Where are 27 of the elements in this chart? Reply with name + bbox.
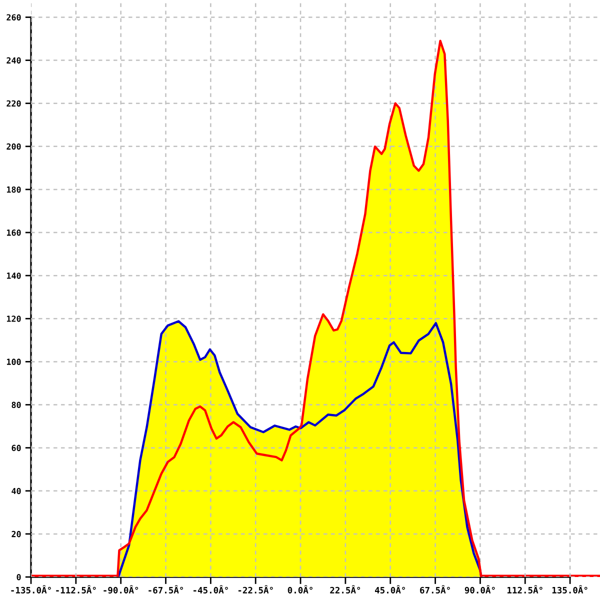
x-tick-label: 67.5Â° [420,585,450,594]
y-tick-label: 100 [6,358,21,365]
x-tick-label: 135.0Â° [552,585,588,594]
x-tick-label: 22.5Â° [330,585,360,594]
y-tick-label: 0 [16,574,21,580]
x-tick-label: 112.5Â° [508,585,542,594]
y-tick-label: 220 [6,100,21,107]
y-tick-label: 160 [6,230,21,236]
x-tick-label: -135.0Â° [11,585,51,594]
y-tick-label: 180 [6,186,21,193]
x-tick-label: 90.0Â° [464,585,495,594]
x-tick-label: -45.0Â° [194,585,228,594]
y-tick-label: 80 [12,402,21,408]
y-tick-label: 260 [6,14,21,21]
y-tick-label: 120 [6,316,21,322]
x-tick-label: 45.0Â° [375,585,405,594]
y-tick-label: 40 [12,488,21,494]
x-tick-label: -90.0Â° [104,585,138,594]
y-tick-label: 240 [6,57,21,64]
x-tick-label: -22.5Â° [238,585,273,594]
y-tick-label: 140 [6,272,21,279]
x-tick-label: -112.5Â° [56,585,96,594]
x-tick-label: -67.5Â° [148,585,183,594]
y-tick-label: 200 [6,143,21,150]
x-tick-label: 0.0Â° [288,585,312,594]
y-tick-label: 60 [12,444,21,452]
y-tick-label: 20 [12,530,21,538]
